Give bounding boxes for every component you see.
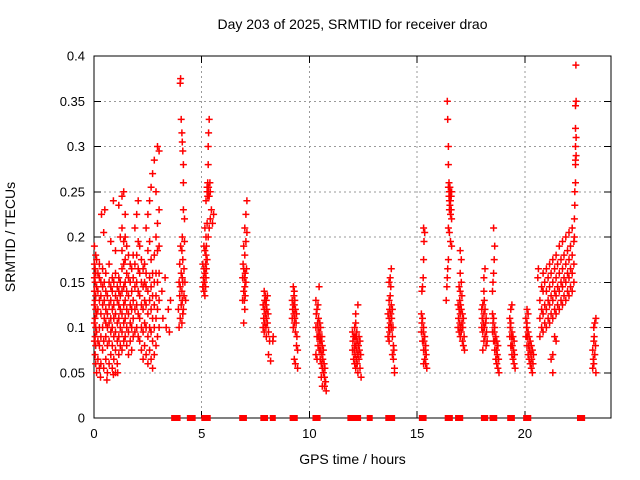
baseline-marker (508, 415, 515, 421)
baseline-marker (525, 415, 532, 421)
x-tick-label: 10 (302, 426, 316, 441)
baseline-marker (269, 415, 276, 421)
baseline-marker (579, 415, 586, 421)
baseline-marker (420, 415, 427, 421)
x-tick-label: 5 (198, 426, 205, 441)
baseline-marker (291, 415, 298, 421)
baseline-marker (314, 415, 321, 421)
baseline-marker (366, 415, 373, 421)
x-tick-label: 0 (90, 426, 97, 441)
baseline-marker (389, 415, 396, 421)
baseline-marker (446, 415, 453, 421)
y-tick-label: 0.4 (67, 49, 85, 64)
chart-title: Day 203 of 2025, SRMTID for receiver dra… (217, 16, 488, 32)
x-tick-label: 15 (410, 426, 424, 441)
baseline-marker (349, 415, 356, 421)
y-tick-label: 0.15 (60, 275, 85, 290)
data-points (90, 61, 600, 395)
baseline-marker (491, 415, 498, 421)
y-tick-label: 0 (78, 411, 85, 426)
y-tick-label: 0.1 (67, 320, 85, 335)
y-tick-label: 0.2 (67, 230, 85, 245)
y-tick-label: 0.05 (60, 365, 85, 380)
baseline-marker (262, 415, 269, 421)
baseline-marker (457, 415, 464, 421)
baseline-marker (240, 415, 247, 421)
x-axis-label: GPS time / hours (299, 451, 406, 467)
baseline-marker (174, 415, 181, 421)
y-tick-label: 0.25 (60, 184, 85, 199)
baseline-marker (355, 415, 362, 421)
x-tick-label: 20 (518, 426, 532, 441)
y-tick-label: 0.35 (60, 94, 85, 109)
baseline-marker (189, 415, 196, 421)
baseline-marker (204, 415, 211, 421)
baseline-marker (482, 415, 489, 421)
y-tick-label: 0.3 (67, 139, 85, 154)
